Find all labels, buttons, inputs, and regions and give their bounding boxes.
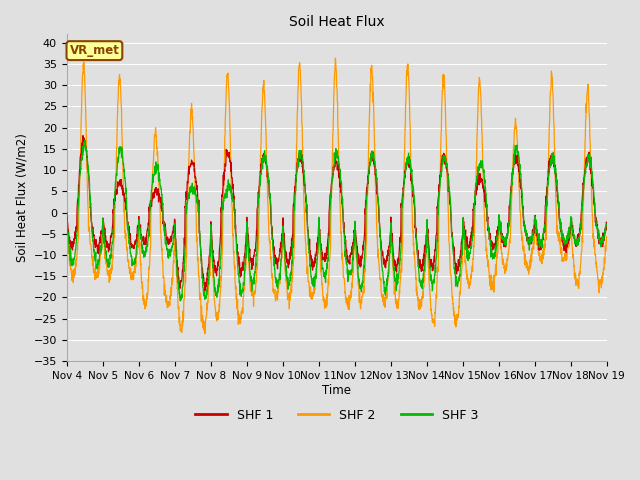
Title: Soil Heat Flux: Soil Heat Flux: [289, 15, 385, 29]
X-axis label: Time: Time: [322, 384, 351, 396]
Y-axis label: Soil Heat Flux (W/m2): Soil Heat Flux (W/m2): [15, 133, 28, 262]
Legend: SHF 1, SHF 2, SHF 3: SHF 1, SHF 2, SHF 3: [190, 404, 483, 427]
Text: VR_met: VR_met: [70, 44, 119, 57]
